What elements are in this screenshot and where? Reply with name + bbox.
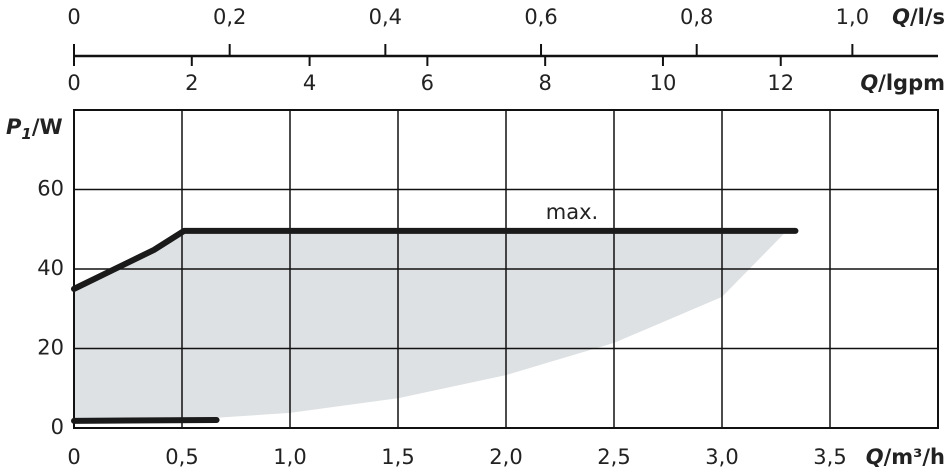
- y-tick-label: 0: [51, 415, 64, 439]
- x-tick-label: 0: [67, 445, 80, 469]
- x3-tick-label: 4: [303, 71, 316, 95]
- series-line: [71, 417, 220, 424]
- y-title-symbol: P: [6, 115, 22, 139]
- x-tick-label: 1,0: [273, 445, 306, 469]
- x3-title-unit: /lgpm: [878, 71, 945, 95]
- y-tick-label: 60: [37, 177, 64, 201]
- x-tick-label: 3,5: [813, 445, 846, 469]
- x2-tick-label: 0,8: [680, 5, 713, 29]
- x-title-unit: /m³/h: [884, 445, 945, 469]
- x-tick-label: 1,5: [381, 445, 414, 469]
- x3-tick-label: 12: [767, 71, 794, 95]
- x3-tick-label: 6: [421, 71, 434, 95]
- y-axis-title: P1/W: [6, 115, 63, 143]
- x3-tick-label: 0: [67, 71, 80, 95]
- y-tick-label: 40: [37, 256, 64, 280]
- x-axis-title: Q/m³/h: [866, 445, 945, 469]
- x-tick-label: 2,0: [489, 445, 522, 469]
- x2-tick-label: 1,0: [836, 5, 869, 29]
- x2-tick-label: 0,2: [213, 5, 246, 29]
- x3-title-symbol: Q: [860, 71, 878, 95]
- shaded-region: [74, 230, 787, 421]
- x2-tick-label: 0: [67, 5, 80, 29]
- x3-tick-label: 2: [185, 71, 198, 95]
- x-tick-label: 2,5: [597, 445, 630, 469]
- x-title-symbol: Q: [866, 445, 884, 469]
- x2-tick-label: 0,6: [524, 5, 557, 29]
- x3-axis-title: Q/lgpm: [860, 71, 945, 95]
- plot-frame: [73, 109, 939, 429]
- series-label: max.: [546, 200, 598, 224]
- y-title-unit: /W: [32, 115, 63, 139]
- y-tick-label: 20: [37, 336, 64, 360]
- x2-title-symbol: Q: [892, 5, 910, 29]
- y-title-subscript: 1: [21, 125, 31, 143]
- x3-tick-label: 10: [650, 71, 677, 95]
- x3-tick-label: 8: [538, 71, 551, 95]
- x2-title-unit: /l/s: [910, 5, 945, 29]
- x-tick-label: 3,0: [705, 445, 738, 469]
- series-line: [71, 227, 799, 292]
- x2-axis-title: Q/l/s: [892, 5, 945, 29]
- x2-tick-label: 0,4: [369, 5, 402, 29]
- x-tick-label: 0,5: [165, 445, 198, 469]
